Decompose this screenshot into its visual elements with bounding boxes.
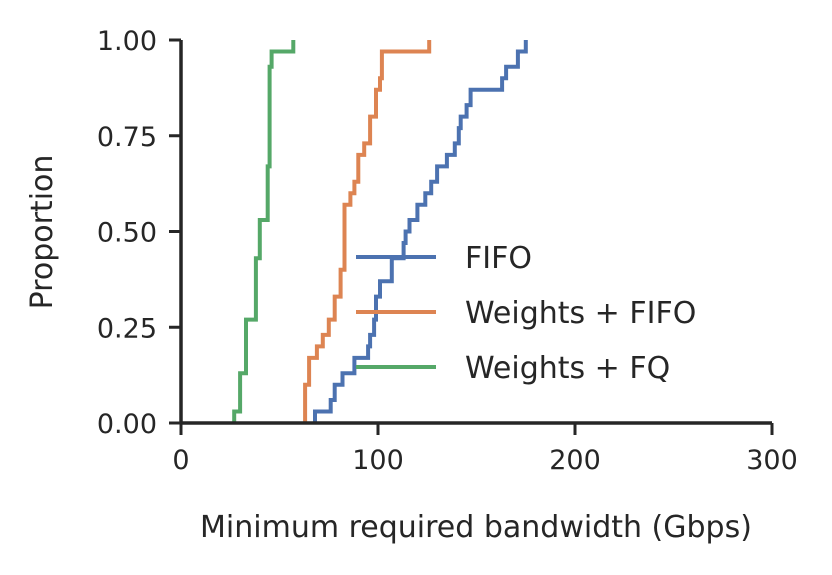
y-tick-label: 0.75 [97,122,157,153]
y-tick-label: 0.50 [97,218,157,249]
series-line-fifo [313,40,528,423]
y-tick-label: 1.00 [97,26,157,57]
axes-layer: 0 100 200 300 0.00 0.25 0.50 0.75 1.00 [97,26,798,476]
series-line-weights-fifo [303,40,432,423]
x-axis-title: Minimum required bandwidth (Gbps) [200,510,752,545]
series-layer [232,40,528,423]
y-tick-label: 0.25 [97,313,157,344]
x-tick-label: 0 [172,445,189,476]
legend-label-fifo: FIFO [465,241,532,276]
legend-label-weights-fq: Weights + FQ [465,351,670,386]
y-tick-label: 0.00 [97,409,157,440]
x-tick-label: 100 [352,445,404,476]
x-tick-label: 200 [549,445,601,476]
x-tick-label: 300 [746,445,798,476]
y-axis-title: Proportion [25,155,60,310]
legend: FIFO Weights + FIFO Weights + FQ [356,241,696,386]
legend-label-weights-fifo: Weights + FIFO [465,296,696,331]
series-line-weights-fq [232,40,296,423]
